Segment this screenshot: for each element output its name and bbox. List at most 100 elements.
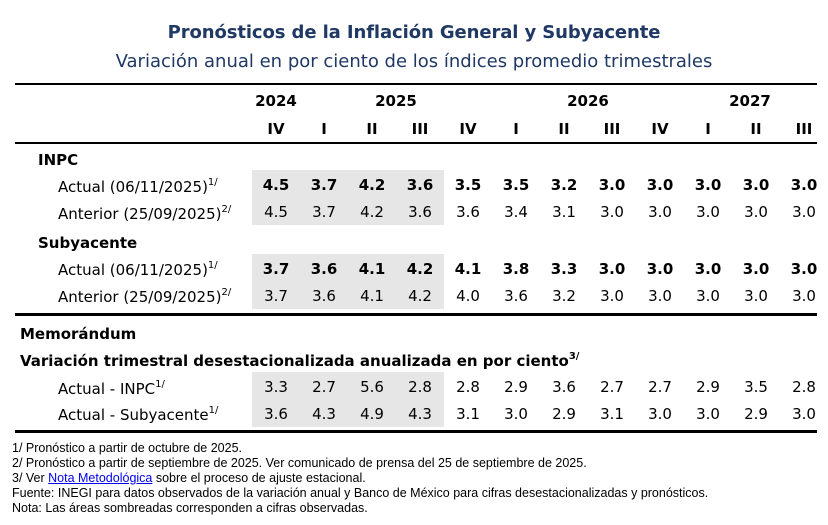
value-cell: 3.7	[312, 203, 336, 221]
rule-bottom	[15, 430, 817, 433]
value-cell: 3.3	[264, 378, 288, 396]
quarter-header: II	[558, 120, 570, 138]
value-cell: 3.0	[696, 287, 720, 305]
year-2025: 2025	[375, 92, 417, 110]
value-cell: 3.0	[646, 260, 674, 278]
value-cell: 4.2	[360, 203, 384, 221]
value-cell: 3.0	[694, 260, 722, 278]
value-cell: 3.0	[696, 203, 720, 221]
rule-section-bottom	[15, 313, 817, 316]
year-2026: 2026	[567, 92, 609, 110]
value-cell: 3.0	[792, 405, 816, 423]
note-2: 2/ Pronóstico a partir de septiembre de …	[12, 456, 587, 470]
quarter-header: III	[795, 120, 813, 138]
value-cell: 3.0	[742, 260, 770, 278]
value-cell: 3.0	[648, 203, 672, 221]
quarter-header: IV	[651, 120, 669, 138]
value-cell: 3.6	[312, 287, 336, 305]
value-cell: 2.8	[456, 378, 480, 396]
value-cell: 4.9	[360, 405, 384, 423]
value-cell: 4.1	[454, 260, 482, 278]
value-cell: 3.0	[598, 260, 626, 278]
table-subtitle: Variación anual en por ciento de los índ…	[115, 51, 713, 72]
value-cell: 3.5	[454, 176, 482, 194]
subyacente-heading: Subyacente	[38, 234, 138, 252]
value-cell: 4.3	[408, 405, 432, 423]
value-cell: 3.0	[648, 405, 672, 423]
quarter-header: III	[603, 120, 621, 138]
value-cell: 4.1	[358, 260, 386, 278]
quarter-header: II	[750, 120, 762, 138]
quarter-header: I	[321, 120, 327, 138]
rule-header-bottom	[15, 142, 817, 144]
value-cell: 4.2	[408, 287, 432, 305]
value-cell: 2.8	[792, 378, 816, 396]
value-cell: 4.2	[406, 260, 434, 278]
quarter-header: I	[705, 120, 711, 138]
value-cell: 3.4	[504, 203, 528, 221]
value-cell: 3.0	[744, 203, 768, 221]
year-2024: 2024	[255, 92, 297, 110]
value-cell: 4.3	[312, 405, 336, 423]
value-cell: 3.6	[406, 176, 434, 194]
value-cell: 3.0	[790, 260, 818, 278]
value-cell: 4.2	[358, 176, 386, 194]
value-cell: 3.1	[600, 405, 624, 423]
value-cell: 3.5	[744, 378, 768, 396]
value-cell: 3.7	[264, 287, 288, 305]
quarter-header: II	[366, 120, 378, 138]
memorandum-heading: Memorándum	[20, 325, 137, 343]
value-cell: 3.8	[502, 260, 530, 278]
value-cell: 3.6	[552, 378, 576, 396]
value-cell: 4.0	[456, 287, 480, 305]
inpc-anterior-label: Anterior (25/09/2025)2/	[58, 204, 232, 224]
value-cell: 2.9	[744, 405, 768, 423]
value-cell: 2.7	[648, 378, 672, 396]
note-1: 1/ Pronóstico a partir de octubre de 202…	[12, 441, 243, 455]
value-cell: 2.7	[312, 378, 336, 396]
inpc-actual-label: Actual (06/11/2025)1/	[58, 177, 218, 197]
note-3: 3/ Ver Nota Metodológica sobre el proces…	[12, 471, 366, 485]
value-cell: 3.2	[552, 287, 576, 305]
value-cell: 2.9	[504, 378, 528, 396]
year-2027: 2027	[729, 92, 771, 110]
rule-top	[15, 83, 817, 85]
nota-metodologica-link[interactable]: Nota Metodológica	[48, 471, 153, 485]
value-cell: 2.9	[552, 405, 576, 423]
value-cell: 3.7	[262, 260, 290, 278]
value-cell: 3.6	[456, 203, 480, 221]
value-cell: 3.0	[790, 176, 818, 194]
value-cell: 3.6	[504, 287, 528, 305]
value-cell: 3.7	[310, 176, 338, 194]
value-cell: 4.5	[264, 203, 288, 221]
value-cell: 3.0	[742, 176, 770, 194]
quarter-header: IV	[267, 120, 285, 138]
value-cell: 2.7	[600, 378, 624, 396]
value-cell: 3.1	[552, 203, 576, 221]
value-cell: 3.0	[600, 203, 624, 221]
quarter-header: I	[513, 120, 519, 138]
value-cell: 4.5	[262, 176, 290, 194]
value-cell: 3.0	[646, 176, 674, 194]
memorandum-inpc-label: Actual - INPC1/	[58, 379, 165, 399]
observed-shade-memorandum	[252, 372, 444, 427]
table-title: Pronósticos de la Inflación General y Su…	[167, 22, 661, 43]
value-cell: 5.6	[360, 378, 384, 396]
value-cell: 3.6	[310, 260, 338, 278]
quarter-header: IV	[459, 120, 477, 138]
value-cell: 3.5	[502, 176, 530, 194]
quarter-header: III	[411, 120, 429, 138]
value-cell: 3.0	[648, 287, 672, 305]
value-cell: 3.0	[600, 287, 624, 305]
subyacente-anterior-label: Anterior (25/09/2025)2/	[58, 287, 232, 307]
value-cell: 4.1	[360, 287, 384, 305]
value-cell: 3.6	[264, 405, 288, 423]
value-cell: 3.6	[408, 203, 432, 221]
value-cell: 2.9	[696, 378, 720, 396]
memorandum-subheading: Variación trimestral desestacionalizada …	[20, 351, 580, 371]
value-cell: 3.0	[598, 176, 626, 194]
observed-shade-inpc-anterior-extra	[252, 197, 396, 225]
value-cell: 3.1	[456, 405, 480, 423]
value-cell: 3.0	[792, 203, 816, 221]
observed-shade-subyacente	[252, 254, 444, 309]
